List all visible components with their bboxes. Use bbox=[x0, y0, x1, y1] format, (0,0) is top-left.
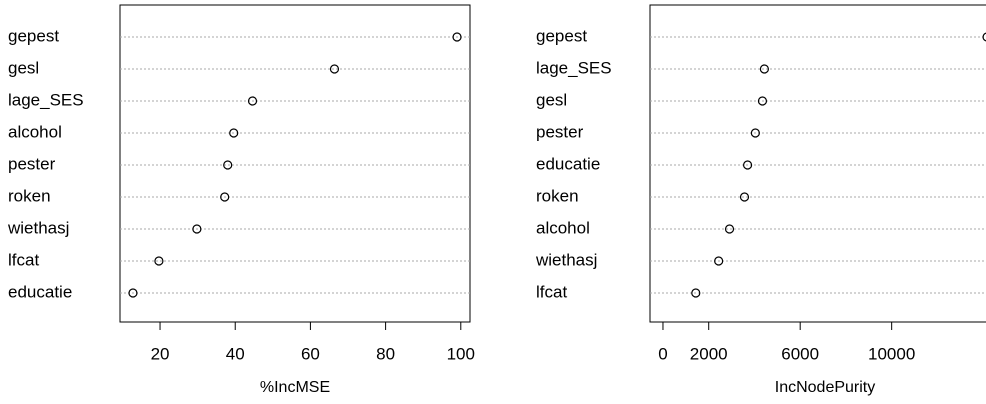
category-label: educatie bbox=[536, 154, 600, 173]
dot bbox=[982, 32, 986, 42]
dot bbox=[691, 288, 701, 298]
plot-box bbox=[119, 4, 471, 323]
dot bbox=[329, 64, 340, 74]
dot bbox=[714, 256, 724, 266]
dot bbox=[220, 192, 230, 202]
category-label: gesl bbox=[8, 58, 39, 77]
x-tick-label: 60 bbox=[301, 344, 320, 363]
x-tick-label: 10000 bbox=[868, 344, 915, 363]
category-label: gepest bbox=[8, 26, 59, 45]
category-label: lage_SES bbox=[8, 90, 84, 109]
x-tick-label: 100 bbox=[447, 344, 475, 363]
category-label: alcohol bbox=[536, 218, 590, 237]
x-tick-label: 0 bbox=[658, 344, 667, 363]
dot bbox=[452, 32, 462, 42]
x-tick-label: 80 bbox=[376, 344, 395, 363]
category-label: wiethasj bbox=[7, 218, 69, 237]
x-tick-label: 6000 bbox=[781, 344, 819, 363]
x-tick-label: 2000 bbox=[690, 344, 728, 363]
dot bbox=[742, 160, 753, 170]
dot bbox=[128, 288, 138, 298]
category-label: gepest bbox=[536, 26, 587, 45]
category-label: lfcat bbox=[536, 282, 567, 301]
category-label: lfcat bbox=[8, 250, 39, 269]
category-label: roken bbox=[8, 186, 51, 205]
dot bbox=[154, 256, 164, 266]
plot-box bbox=[649, 4, 986, 323]
dot bbox=[739, 192, 750, 202]
dot bbox=[223, 160, 233, 170]
x-tick-label: 20 bbox=[151, 344, 170, 363]
dot bbox=[229, 128, 239, 138]
category-label: pester bbox=[536, 122, 584, 141]
category-label: gesl bbox=[536, 90, 567, 109]
x-axis-label: %IncMSE bbox=[260, 379, 330, 396]
dot bbox=[759, 64, 769, 74]
x-axis-label: IncNodePurity bbox=[775, 379, 876, 396]
dot bbox=[750, 128, 760, 138]
dot bbox=[247, 96, 258, 106]
dot bbox=[192, 224, 202, 234]
category-label: educatie bbox=[8, 282, 72, 301]
category-label: lage_SES bbox=[536, 58, 612, 77]
dot bbox=[757, 96, 768, 106]
category-label: wiethasj bbox=[535, 250, 597, 269]
category-label: alcohol bbox=[8, 122, 62, 141]
category-label: pester bbox=[8, 154, 56, 173]
dot bbox=[724, 224, 735, 234]
x-tick-label: 40 bbox=[226, 344, 245, 363]
category-label: roken bbox=[536, 186, 579, 205]
